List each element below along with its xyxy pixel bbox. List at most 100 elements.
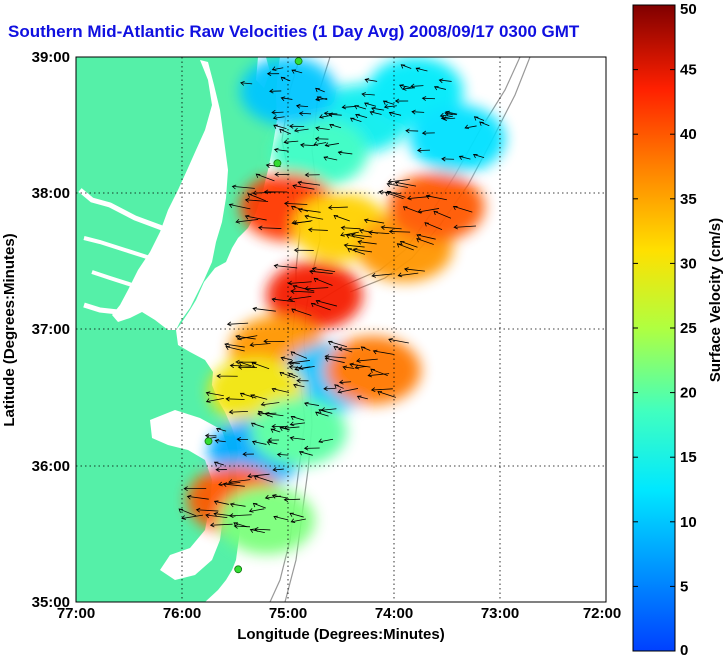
velocity-arrow — [433, 210, 452, 219]
velocity-arrow — [228, 203, 251, 210]
velocity-arrow — [417, 208, 440, 214]
velocity-arrow — [209, 522, 233, 528]
velocity-arrow — [271, 109, 284, 115]
velocity-arrow — [249, 528, 265, 534]
velocity-arrow — [323, 156, 338, 161]
velocity-arrow — [269, 88, 282, 94]
velocity-arrow — [263, 189, 288, 195]
velocity-arrow — [337, 388, 359, 394]
grid-lines — [76, 57, 606, 602]
velocity-region — [240, 57, 336, 126]
velocity-arrow — [337, 150, 353, 156]
velocity-arrow — [273, 263, 298, 269]
velocity-arrow — [295, 103, 309, 109]
velocity-arrow — [394, 181, 417, 187]
velocity-arrow — [370, 387, 393, 393]
velocity-arrow — [394, 98, 409, 104]
velocity-arrow — [458, 155, 471, 160]
y-tick-label: 37:00 — [32, 321, 70, 338]
velocity-arrow — [296, 378, 309, 384]
colorbar-tick-label: 50 — [680, 1, 697, 18]
velocity-arrow — [318, 438, 334, 443]
velocity-arrow — [231, 184, 255, 190]
velocity-arrow — [273, 124, 287, 130]
colorbar-tick-label: 30 — [680, 255, 697, 272]
coastal-stations — [204, 57, 303, 574]
velocity-arrow — [368, 230, 390, 236]
velocity-arrow — [303, 445, 320, 451]
velocity-arrow — [247, 473, 270, 479]
velocity-arrow — [298, 365, 311, 370]
velocity-arrow — [242, 451, 254, 457]
x-tick-label: 75:00 — [269, 605, 307, 622]
velocity-arrow — [289, 436, 305, 441]
velocity-arrow — [345, 234, 365, 240]
velocity-arrow — [233, 523, 251, 529]
velocity-arrow — [224, 342, 245, 348]
velocity-arrow — [225, 396, 245, 402]
velocity-arrow — [356, 358, 378, 363]
velocity-arrow — [327, 205, 348, 210]
velocity-arrow — [236, 436, 249, 442]
velocity-arrow — [347, 248, 366, 255]
velocity-field — [187, 57, 506, 555]
velocity-arrow — [334, 384, 344, 389]
velocity-arrow — [442, 116, 456, 121]
velocity-arrow — [298, 111, 312, 116]
velocity-arrow — [226, 321, 249, 327]
velocity-arrow — [316, 96, 328, 101]
velocity-arrow — [240, 81, 253, 86]
velocity-arrow — [270, 428, 281, 433]
velocity-arrow — [215, 427, 227, 433]
velocity-arrow — [252, 502, 266, 509]
y-axis-label: Latitude (Degrees:Minutes) — [1, 233, 18, 426]
velocity-arrow — [399, 84, 412, 89]
velocity-arrow — [464, 124, 477, 130]
velocity-arrow — [248, 508, 265, 513]
colorbar-label: Surface Velocity (cm/s) — [707, 218, 724, 382]
velocity-arrow — [298, 451, 313, 456]
velocity-arrow — [452, 205, 473, 213]
velocity-arrow — [388, 338, 409, 344]
velocity-region — [388, 172, 485, 241]
velocity-arrow — [233, 522, 248, 528]
velocity-arrow — [417, 147, 430, 153]
velocity-arrow — [380, 225, 402, 230]
velocity-arrow — [279, 371, 296, 379]
velocity-arrow — [377, 391, 396, 398]
velocity-arrow — [228, 409, 248, 415]
velocity-arrow — [441, 156, 455, 162]
velocity-region — [218, 486, 315, 555]
velocity-arrow — [290, 415, 305, 421]
velocity-arrow — [337, 346, 361, 352]
velocity-arrow — [399, 240, 418, 248]
velocity-arrow — [407, 195, 430, 201]
velocity-arrow — [361, 92, 375, 97]
velocity-arrow — [369, 111, 382, 116]
velocity-arrow — [415, 67, 428, 72]
velocity-arrow — [289, 123, 305, 129]
velocity-arrow — [257, 410, 273, 418]
velocity-arrow — [229, 502, 246, 508]
velocity-arrow — [438, 78, 452, 84]
velocity-arrow — [257, 411, 277, 417]
velocity-arrow — [472, 154, 485, 159]
velocity-arrow — [280, 76, 291, 82]
velocity-arrow — [293, 127, 309, 133]
velocity-arrow — [404, 267, 425, 272]
velocity-arrow — [479, 121, 490, 127]
velocity-arrow — [252, 306, 276, 312]
velocity-arrow — [255, 173, 275, 182]
velocity-arrow — [349, 362, 371, 368]
velocity-arrow — [388, 111, 402, 117]
velocity-arrow — [181, 514, 203, 520]
velocity-arrow — [421, 96, 436, 101]
velocity-arrow — [386, 190, 406, 198]
velocity-arrow — [318, 114, 332, 119]
velocity-arrow — [357, 240, 377, 245]
velocity-region — [271, 118, 368, 187]
velocity-arrow — [283, 425, 300, 431]
velocity-arrow — [310, 302, 331, 311]
velocity-arrow — [251, 362, 270, 370]
velocity-arrow — [271, 494, 288, 499]
